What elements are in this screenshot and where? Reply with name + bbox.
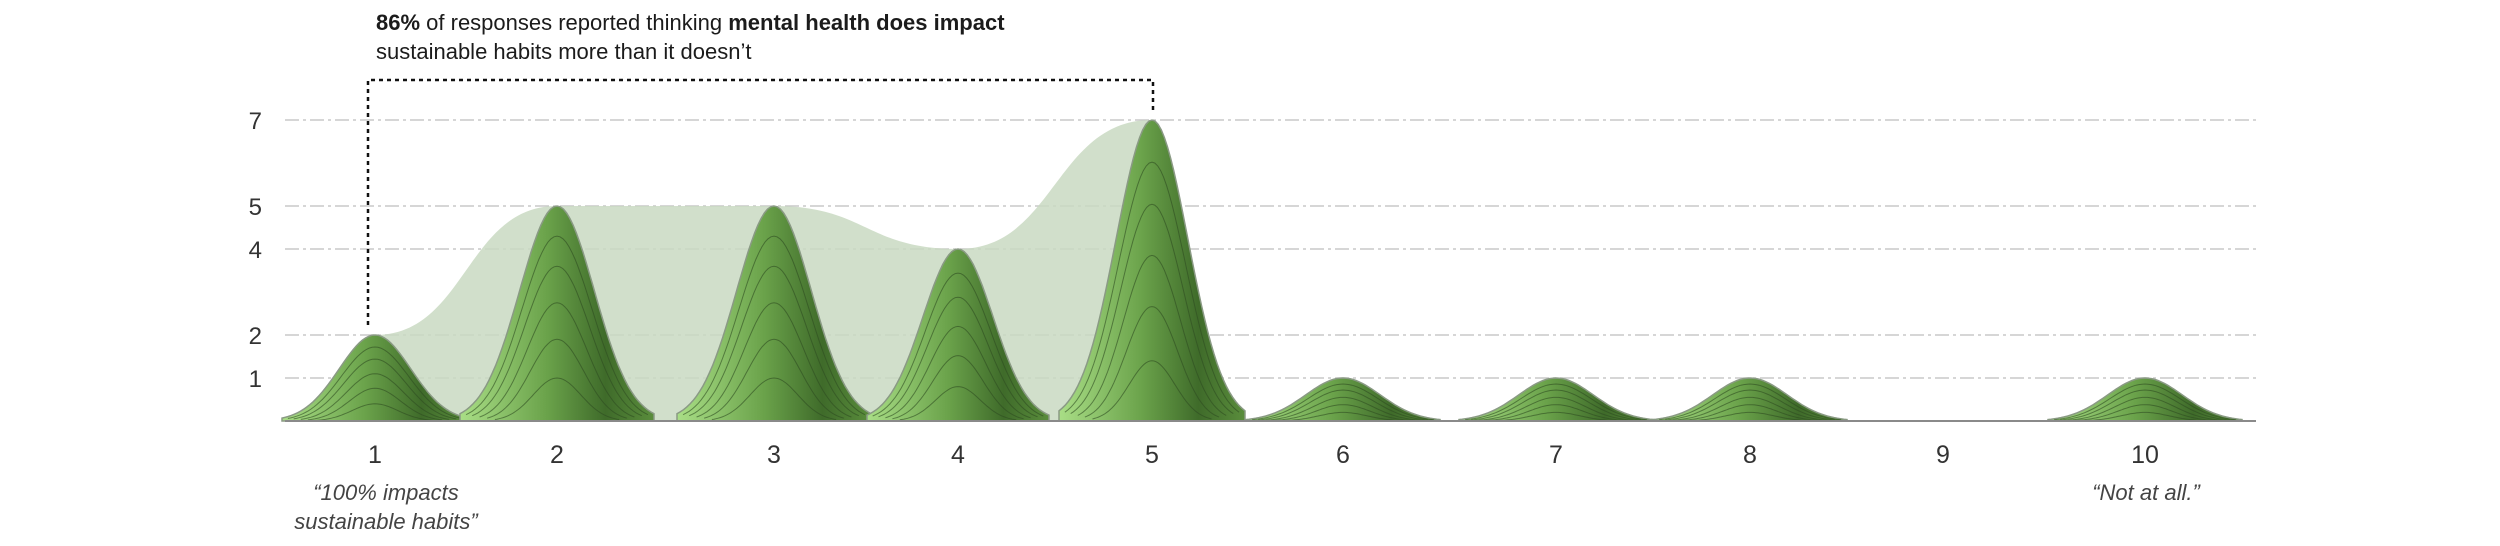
peak-contour xyxy=(1471,389,1641,421)
peak-contour xyxy=(471,265,643,417)
right-end-label: “Not at all.” xyxy=(2092,480,2200,505)
peak-contour xyxy=(899,386,1017,421)
y-tick-label: 5 xyxy=(249,194,262,221)
peak-contour xyxy=(2075,404,2215,421)
x-tick-label: 1 xyxy=(368,441,382,469)
peak-contour xyxy=(1486,404,1626,421)
annotation-percent: 86% xyxy=(376,10,421,35)
peak-contour xyxy=(300,373,450,420)
x-tick-label: 5 xyxy=(1145,441,1159,469)
peak-contour xyxy=(878,296,1038,418)
peak-contour xyxy=(696,302,852,418)
x-tick-label: 10 xyxy=(2131,441,2159,469)
peak-contour xyxy=(1672,396,1828,421)
peak-2 xyxy=(459,205,655,422)
y-tick-label: 2 xyxy=(249,323,262,350)
peak-contour xyxy=(1064,161,1240,413)
peak-contour xyxy=(2082,411,2208,422)
peak-contour xyxy=(1659,383,1841,421)
peak-contour xyxy=(688,265,860,417)
peak-contour xyxy=(1084,306,1220,418)
peak-contour xyxy=(1077,254,1227,416)
peak-contour xyxy=(465,235,649,416)
peak-contour xyxy=(1070,203,1234,415)
peak-contour xyxy=(703,338,845,419)
peak-contour xyxy=(2067,396,2223,421)
peak-contour xyxy=(479,302,635,418)
peak-contour xyxy=(315,403,435,421)
peak-contour xyxy=(1465,383,1647,421)
peak-contour xyxy=(494,377,620,420)
peak-contour xyxy=(1273,404,1413,421)
peak-contour xyxy=(1687,411,1813,422)
peak-1 xyxy=(281,334,469,422)
y-tick-label: 7 xyxy=(249,108,262,135)
peak-contour xyxy=(1280,411,1406,422)
peak-contour xyxy=(2054,383,2236,421)
y-tick-label: 1 xyxy=(249,366,262,393)
peak-contour xyxy=(1258,389,1428,421)
peak-contour xyxy=(1252,383,1434,421)
peak-contour xyxy=(1680,404,1820,421)
x-tick-label: 3 xyxy=(767,441,781,469)
peak-5 xyxy=(1058,119,1246,422)
annotation-text-2: sustainable habits more than it doesn’t xyxy=(376,39,752,64)
peak-contour xyxy=(1265,396,1421,421)
peaks xyxy=(281,119,2243,422)
left-end-label: “100% impacts sustainable habits” xyxy=(294,480,478,534)
peak-contour xyxy=(682,235,866,416)
x-tick-label: 8 xyxy=(1743,441,1757,469)
peak-4 xyxy=(866,248,1050,422)
x-tick-label: 6 xyxy=(1336,441,1350,469)
peak-contour xyxy=(293,358,457,420)
annotation-text: 86% of responses reported thinking menta… xyxy=(376,8,1005,66)
peak-contour xyxy=(1478,396,1634,421)
peak-3 xyxy=(676,205,872,422)
peak-contour xyxy=(892,355,1024,420)
y-tick-label: 4 xyxy=(249,237,262,264)
peak-contour xyxy=(1665,389,1835,421)
x-tick-label: 2 xyxy=(550,441,564,469)
peak-contour xyxy=(287,346,463,419)
peak-contour xyxy=(307,387,443,421)
peak-contour xyxy=(711,377,837,420)
annotation-bold: mental health does impact xyxy=(728,10,1005,35)
bracket-line xyxy=(366,78,1155,325)
peak-contour xyxy=(1092,360,1212,420)
peak-contour xyxy=(872,272,1044,417)
highlight-bracket xyxy=(366,78,1155,325)
peak-contour xyxy=(486,338,628,419)
peak-contour xyxy=(1493,411,1619,422)
annotation-text-1: of responses reported thinking xyxy=(420,10,729,35)
peak-contour xyxy=(2060,389,2230,421)
x-tick-label: 4 xyxy=(951,441,965,469)
peak-contour xyxy=(885,325,1031,419)
x-tick-label: 7 xyxy=(1549,441,1563,469)
x-tick-label: 9 xyxy=(1936,441,1950,469)
x-axis-ticks: 1 2 3 4 5 6 7 8 9 10 xyxy=(368,441,2159,469)
y-axis-ticks: 1 2 4 5 7 xyxy=(249,108,262,393)
